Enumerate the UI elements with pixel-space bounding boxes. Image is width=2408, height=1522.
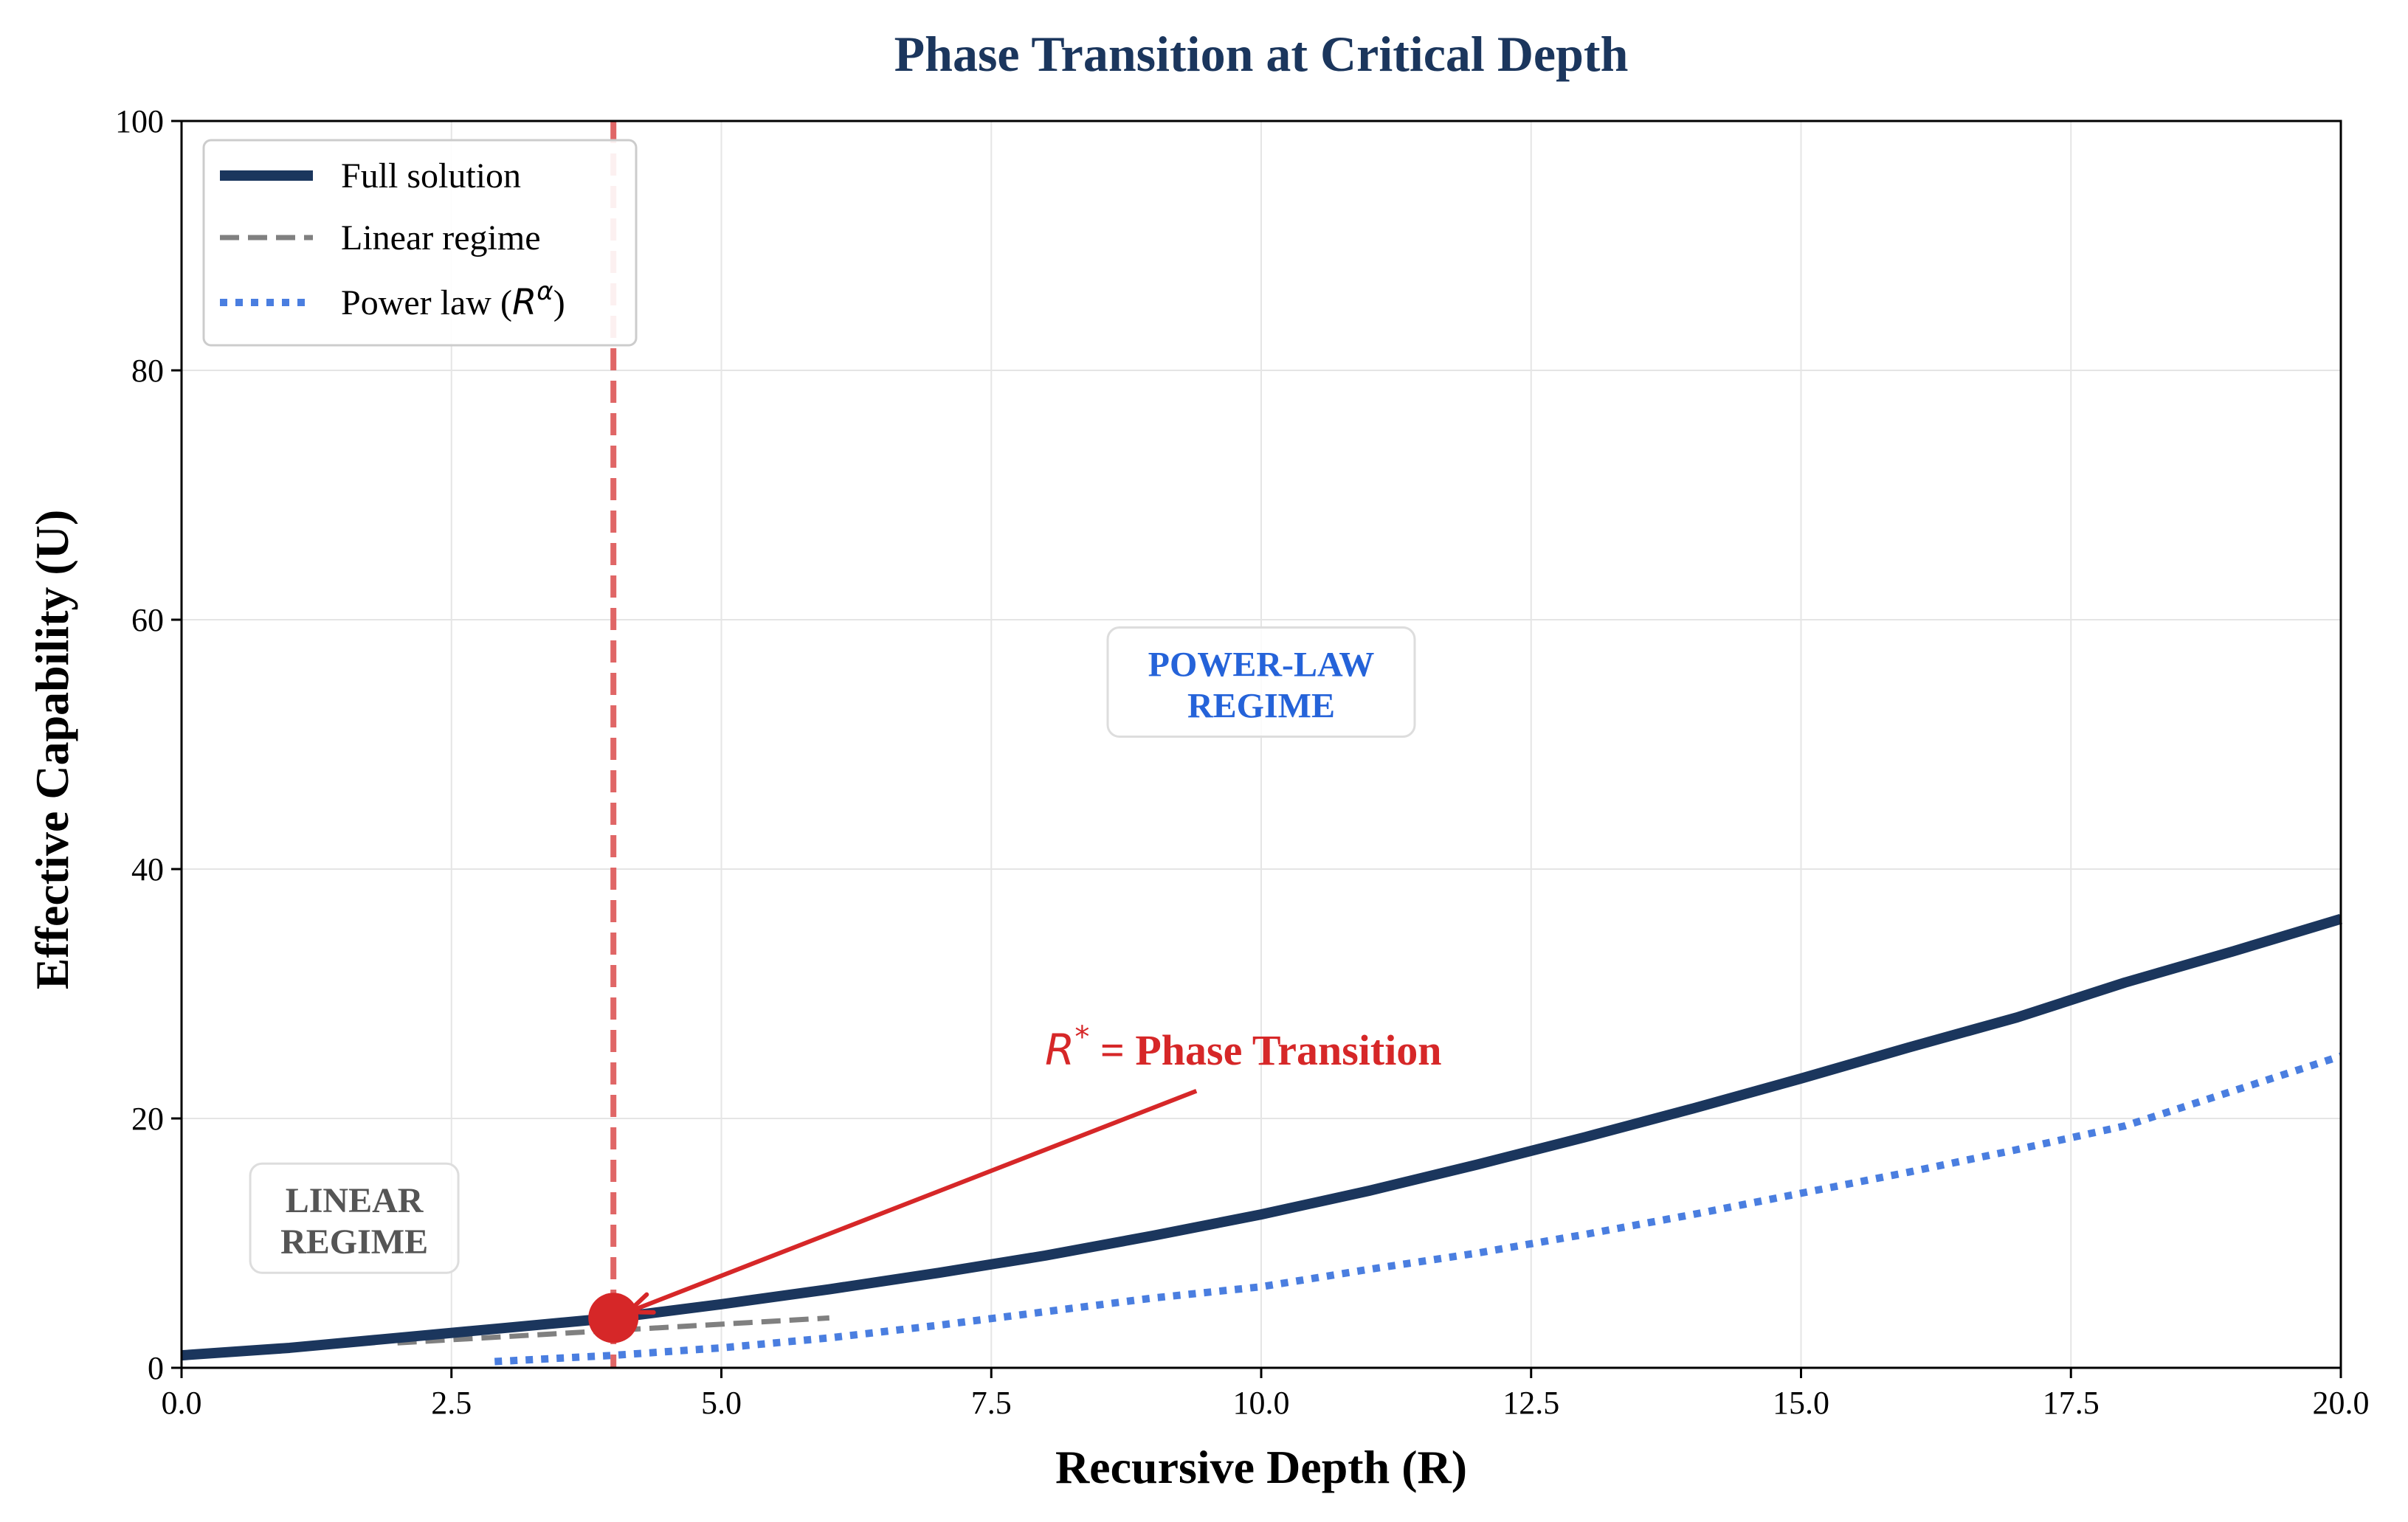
chart-title: Phase Transition at Critical Depth (894, 26, 1629, 82)
x-tick-label: 7.5 (971, 1385, 1012, 1421)
legend-power-law-prefix: Power law ( (341, 283, 512, 322)
x-tick-label: 2.5 (431, 1385, 472, 1421)
series-power-law (494, 1052, 2342, 1366)
x-tick-label: 15.0 (1773, 1385, 1829, 1421)
annotations: R* = Phase TransitionPOWER-LAWREGIMELINE… (249, 626, 1442, 1343)
power-law-regime-label-line1: POWER-LAW (1148, 646, 1375, 685)
series-linear-regime (397, 1315, 830, 1346)
series-full-solution (181, 913, 2343, 1361)
x-tick-label: 20.0 (2313, 1385, 2370, 1421)
legend-power-law-label: Power law (Rα) (341, 277, 565, 323)
legend: Full solution Linear regime Power law (Rα) (202, 139, 638, 347)
x-axis-label: Recursive Depth (R) (1055, 1441, 1467, 1493)
legend-power-law-math: R (512, 282, 537, 323)
y-tick-label: 100 (115, 103, 164, 139)
y-tick-label: 40 (131, 851, 164, 888)
critical-point-marker (588, 1293, 639, 1343)
phase-transition-sup: * (1074, 1020, 1089, 1054)
linear-regime-label-line1: LINEAR (286, 1181, 424, 1220)
x-tick-label: 17.5 (2043, 1385, 2100, 1421)
legend-linear-regime-label: Linear regime (341, 218, 541, 257)
legend-power-law-suffix: ) (553, 283, 565, 322)
phase-transition-arrow (627, 1088, 1198, 1315)
power-law-regime-label-box (1106, 626, 1416, 738)
linear-regime-label-box (249, 1162, 460, 1274)
legend-full-solution-label: Full solution (341, 156, 521, 196)
x-tick-label: 10.0 (1233, 1385, 1290, 1421)
linear-regime-label-line2: REGIME (280, 1222, 428, 1262)
legend-power-law-sup: α (537, 277, 553, 306)
power-law-regime-label-line2: REGIME (1187, 687, 1335, 726)
y-tick-label: 60 (131, 602, 164, 638)
axes: 0.0 2.5 5.0 7.5 10.0 12.5 15.0 17.5 20.0 0 20 40 60 8… (115, 103, 2370, 1421)
y-tick-label: 20 (131, 1101, 164, 1137)
y-axis-label: Effective Capability (U) (26, 510, 78, 990)
y-tick-label: 80 (131, 353, 164, 389)
y-tick-label: 0 (148, 1350, 164, 1386)
legend-box (202, 139, 638, 347)
x-tick-label: 12.5 (1503, 1385, 1559, 1421)
x-tick-label: 0.0 (162, 1385, 202, 1421)
phase-transition-math: R (1045, 1025, 1074, 1075)
phase-transition-text: = Phase Transition (1089, 1026, 1441, 1074)
phase-transition-label: R* = Phase Transition (1045, 1020, 1442, 1075)
x-tick-label: 5.0 (701, 1385, 742, 1421)
